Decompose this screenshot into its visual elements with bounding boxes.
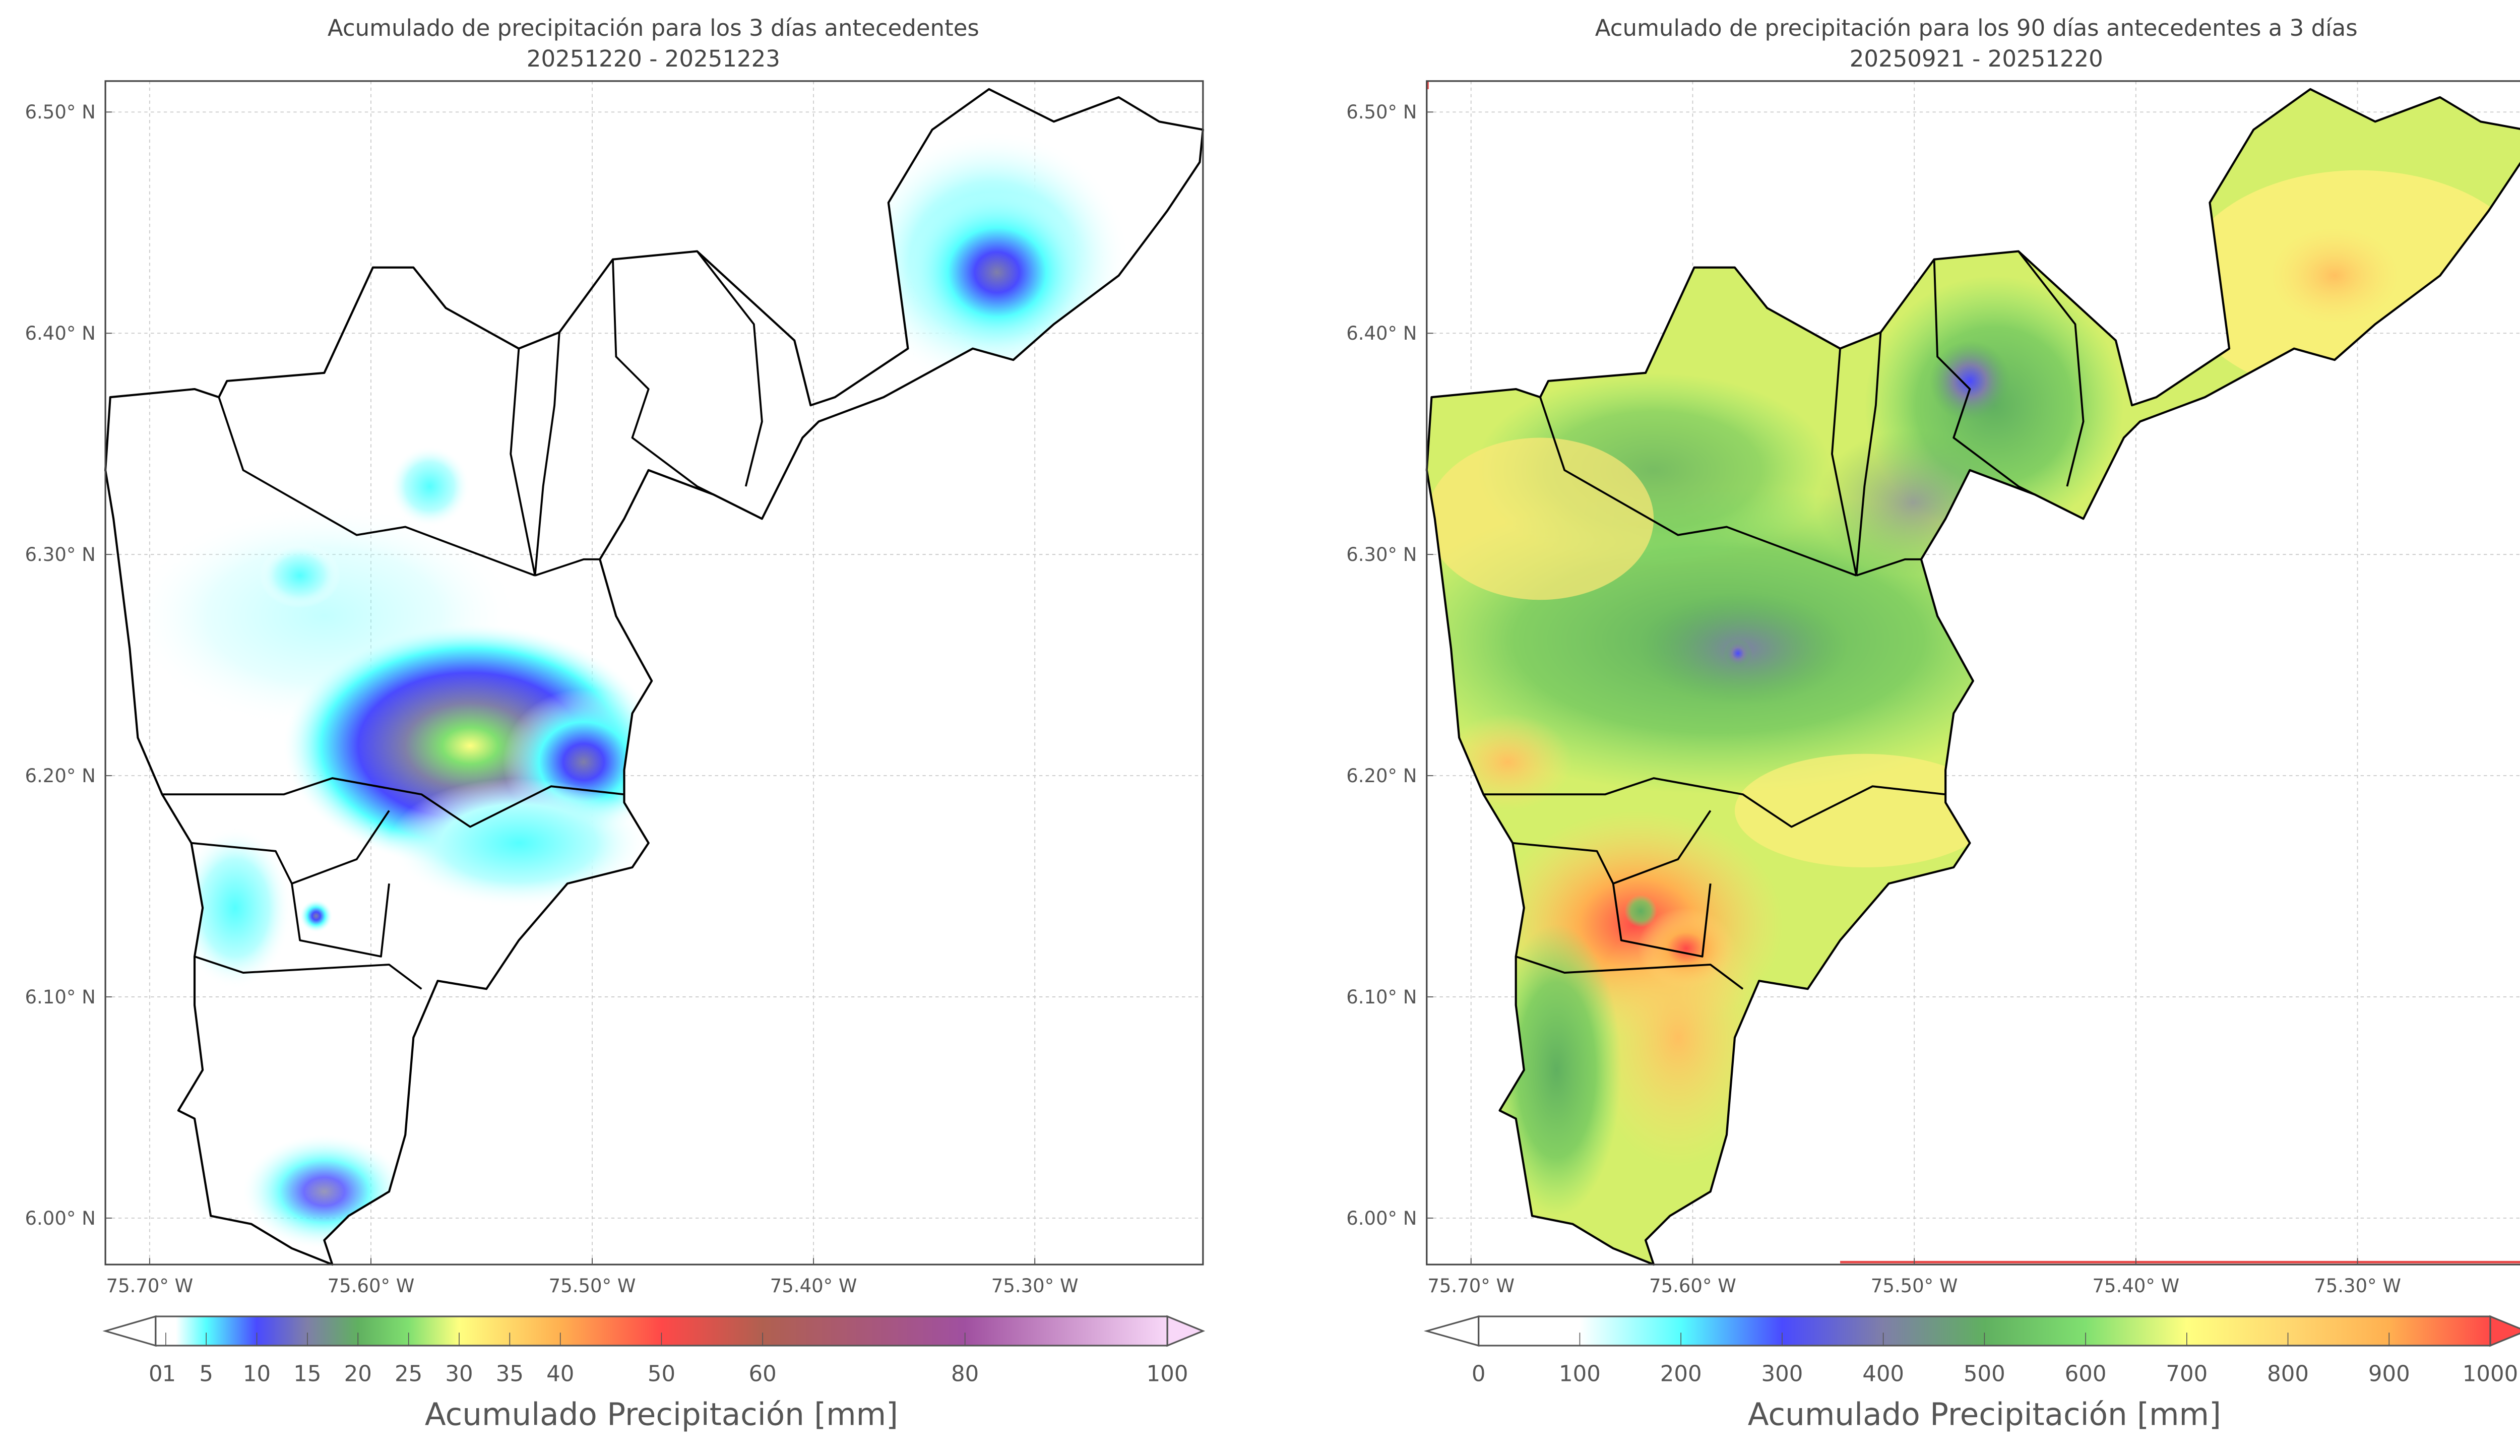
y-tick-label: 6.40° N — [25, 323, 96, 344]
y-tick-label: 6.00° N — [1346, 1208, 1417, 1229]
municipality-border — [1516, 956, 1744, 990]
municipality-border — [191, 810, 390, 885]
colorbar-tick-label: 20 — [344, 1362, 372, 1387]
x-tick-label: 75.50° W — [1871, 1275, 1958, 1297]
colorbar: 0 100 200 300 400 500 600 700 800 900 1000 Acumulad… — [1423, 1315, 2520, 1433]
municipality-border — [1855, 332, 1882, 576]
map-panel-3-days: Acumulado de precipitación para los 3 dí… — [25, 15, 1206, 1433]
x-tick-label: 75.60° W — [328, 1275, 415, 1297]
colorbar-tick-label: 35 — [496, 1362, 524, 1387]
municipality-border — [218, 397, 536, 577]
chart-subtitle: 20250921 - 20251220 — [1850, 45, 2103, 72]
municipality-boundaries — [104, 88, 1204, 1266]
municipality-border — [510, 348, 536, 576]
colorbar-tick-label: 600 — [2065, 1362, 2107, 1387]
y-tick-label: 6.40° N — [1346, 323, 1417, 344]
colorbar-tick-label: 0 — [149, 1362, 163, 1387]
x-tick-label: 75.30° W — [2314, 1275, 2401, 1297]
colorbar-tick-label: 100 — [1559, 1362, 1601, 1387]
map-frame — [1426, 80, 2520, 1265]
municipality-border — [534, 558, 600, 577]
colorbar-tick-label: 15 — [293, 1362, 321, 1387]
municipality-border — [291, 883, 390, 958]
colorbar-tick-label: 900 — [2368, 1362, 2410, 1387]
y-tick-label: 6.50° N — [1346, 101, 1417, 123]
y-tick-label: 6.00° N — [25, 1208, 96, 1229]
municipality-border — [696, 250, 763, 487]
region-outline — [1425, 88, 2520, 1266]
x-tick-label: 75.30° W — [991, 1275, 1079, 1297]
municipality-border — [194, 956, 422, 990]
municipality-border — [1483, 777, 1946, 828]
y-tick-label: 6.10° N — [1346, 986, 1417, 1008]
colorbar-tick-label: 800 — [2267, 1362, 2309, 1387]
y-tick-label: 6.30° N — [25, 544, 96, 565]
colorbar-min-extension — [102, 1315, 157, 1347]
municipality-border — [1933, 259, 2084, 520]
municipality-border — [612, 259, 763, 520]
map-panel-90-days: Acumulado de precipitación para los 90 d… — [1346, 15, 2520, 1433]
x-tick-label: 75.40° W — [2093, 1275, 2180, 1297]
colorbar-tick-label: 200 — [1660, 1362, 1702, 1387]
chart-title: Acumulado de precipitación para los 90 d… — [1595, 15, 2358, 41]
colorbar-tick-label: 40 — [546, 1362, 574, 1387]
municipality-border — [534, 332, 560, 576]
x-tick-label: 75.70° W — [1427, 1275, 1515, 1297]
municipality-boundaries — [1425, 88, 2520, 1266]
y-tick-label: 6.50° N — [25, 101, 96, 123]
region-outline — [104, 88, 1204, 1266]
precipitation-field — [130, 130, 1130, 1248]
colorbar-tick-label: 1 — [162, 1362, 176, 1387]
colorbar-tick-label: 0 — [1472, 1362, 1486, 1387]
colorbar-label: Acumulado Precipitación [mm] — [1748, 1397, 2221, 1433]
y-tick-label: 6.20° N — [1346, 765, 1417, 787]
municipality-border — [1856, 558, 1921, 577]
colorbar-min-extension — [1423, 1315, 1480, 1347]
colorbar-tick-label: 50 — [648, 1362, 675, 1387]
chart-title: Acumulado de precipitación para los 3 dí… — [328, 15, 979, 41]
y-tick-label: 6.30° N — [1346, 544, 1417, 565]
x-tick-label: 75.60° W — [1649, 1275, 1736, 1297]
colorbar-tick-label: 700 — [2166, 1362, 2208, 1387]
municipality-border — [1612, 883, 1712, 958]
map-frame — [104, 80, 1204, 1265]
colorbar-tick-label: 1000 — [2463, 1362, 2518, 1387]
colorbar-tick-label: 60 — [749, 1362, 777, 1387]
chart-subtitle: 20251220 - 20251223 — [527, 45, 780, 72]
colorbar-tick-label: 30 — [445, 1362, 473, 1387]
x-tick-label: 75.50° W — [549, 1275, 636, 1297]
municipality-border — [2018, 250, 2085, 487]
y-tick-label: 6.20° N — [25, 765, 96, 787]
colorbar-tick-label: 500 — [1964, 1362, 2005, 1387]
colorbar-tick-label: 25 — [395, 1362, 422, 1387]
municipality-border — [162, 777, 624, 828]
colorbar-tick-label: 300 — [1761, 1362, 1803, 1387]
x-tick-label: 75.70° W — [106, 1275, 194, 1297]
colorbar-tick-label: 5 — [199, 1362, 213, 1387]
colorbar-tick-label: 400 — [1862, 1362, 1904, 1387]
municipality-border — [1539, 397, 1857, 577]
colorbar-max-extension — [2489, 1315, 2520, 1347]
colorbar-tick-label: 100 — [1147, 1362, 1188, 1387]
colorbar-tick-label: 10 — [243, 1362, 271, 1387]
municipality-border — [1831, 348, 1858, 576]
colorbar-tick-label: 80 — [951, 1362, 979, 1387]
y-tick-label: 6.10° N — [25, 986, 96, 1008]
colorbar-label: Acumulado Precipitación [mm] — [425, 1397, 898, 1433]
x-tick-label: 75.40° W — [770, 1275, 857, 1297]
colorbar-max-extension — [1166, 1315, 1206, 1347]
